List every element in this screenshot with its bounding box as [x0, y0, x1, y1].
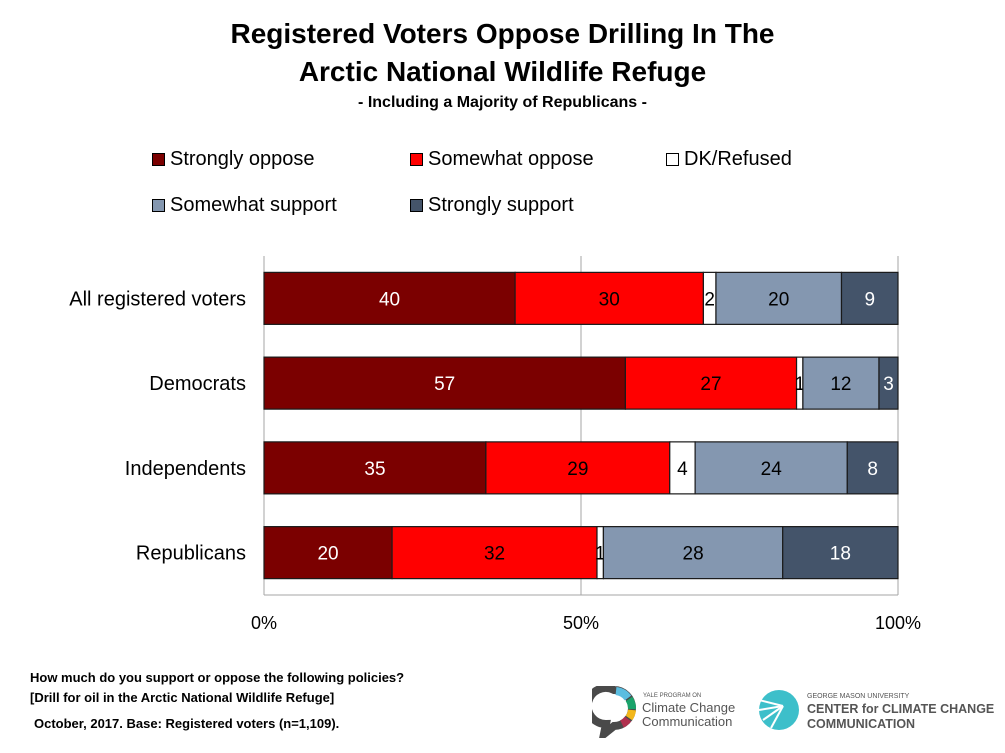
gmu-logo-line1: CENTER for CLIMATE CHANGE — [807, 702, 995, 716]
gmu-logo-text: CENTER for CLIMATE CHANGE COMMUNICATION — [807, 702, 994, 732]
chart-title-line2: Arctic National Wildlife Refuge — [298, 56, 707, 87]
yale-logo-text: Climate Change Communication — [642, 701, 735, 729]
data-label: 8 — [867, 459, 878, 480]
gmu-logo-small: GEORGE MASON UNIVERSITY — [807, 693, 910, 700]
bar-segment — [846, 441, 899, 495]
gmu-logo-icon — [758, 690, 799, 730]
x-tick-label: 0% — [251, 613, 277, 633]
footer-question: How much do you support or oppose the fo… — [30, 670, 405, 685]
data-label: 20 — [768, 289, 789, 310]
data-label: 2 — [704, 289, 715, 310]
data-label: 29 — [567, 459, 588, 480]
bar-segment — [669, 441, 696, 495]
legend-swatch — [152, 199, 165, 212]
category-label: Independents — [125, 458, 246, 480]
gmu-logo-line2: COMMUNICATION — [807, 717, 916, 731]
legend-item: Somewhat oppose — [410, 148, 594, 171]
legend-swatch — [410, 199, 423, 212]
legend-swatch — [152, 153, 165, 166]
legend-item: Strongly oppose — [152, 148, 315, 171]
data-label: 18 — [830, 544, 851, 565]
legend-item: Strongly support — [410, 194, 574, 217]
legend-swatch — [666, 153, 679, 166]
bar-chart: 0% 50% 100% All registered voters 40 30 2 20 9 De… — [69, 256, 921, 633]
legend-label: Somewhat oppose — [428, 148, 594, 170]
data-label: 40 — [379, 289, 400, 310]
legend-item: Somewhat support — [152, 194, 337, 217]
bar-segment — [485, 441, 671, 495]
bar-segment — [263, 271, 516, 325]
data-label: 32 — [484, 544, 505, 565]
category-label: Republicans — [136, 543, 246, 565]
category-label: All registered voters — [69, 288, 246, 310]
bar-segment — [782, 526, 899, 580]
bar-segment — [263, 526, 393, 580]
bar-segment — [715, 271, 843, 325]
data-label: 28 — [683, 544, 704, 565]
chart-subtitle: - Including a Majority of Republicans - — [358, 94, 647, 111]
x-tick-label: 100% — [875, 613, 921, 633]
legend-label: Strongly support — [428, 194, 574, 216]
data-label: 24 — [761, 459, 783, 480]
data-label: 1 — [794, 374, 805, 395]
yale-logo-small: YALE PROGRAM ON — [643, 693, 702, 699]
legend-label: Strongly oppose — [170, 148, 315, 170]
bar-segment — [694, 441, 848, 495]
footer-item: [Drill for oil in the Arctic National Wi… — [30, 690, 335, 705]
yale-logo-line1: Climate Change — [642, 700, 736, 715]
x-tick-label: 50% — [563, 613, 599, 633]
data-label: 4 — [677, 459, 688, 480]
yale-logo-icon — [592, 686, 636, 738]
data-label: 35 — [364, 459, 385, 480]
bar-segment — [840, 271, 899, 325]
bar-segment — [802, 356, 880, 410]
data-label: 12 — [830, 374, 851, 395]
bar-segment — [624, 356, 798, 410]
chart-title-line1: Registered Voters Oppose Drilling In The — [230, 18, 775, 49]
bar-segment — [878, 356, 899, 410]
data-label: 20 — [317, 544, 338, 565]
bar-segment — [263, 356, 626, 410]
data-label: 1 — [595, 544, 606, 565]
data-label: 3 — [883, 374, 894, 395]
data-label: 27 — [700, 374, 721, 395]
legend-label: Somewhat support — [170, 194, 337, 216]
bar-segment — [514, 271, 705, 325]
legend-item: DK/Refused — [666, 148, 792, 171]
category-label: Democrats — [149, 373, 246, 395]
data-label: 30 — [599, 289, 620, 310]
data-label: 57 — [434, 374, 455, 395]
bar-segment — [602, 526, 784, 580]
legend-label: DK/Refused — [684, 148, 792, 170]
data-label: 9 — [864, 289, 875, 310]
legend-swatch — [410, 153, 423, 166]
yale-logo-line2: Communication — [642, 714, 733, 729]
footer-base: October, 2017. Base: Registered voters (… — [34, 716, 340, 731]
